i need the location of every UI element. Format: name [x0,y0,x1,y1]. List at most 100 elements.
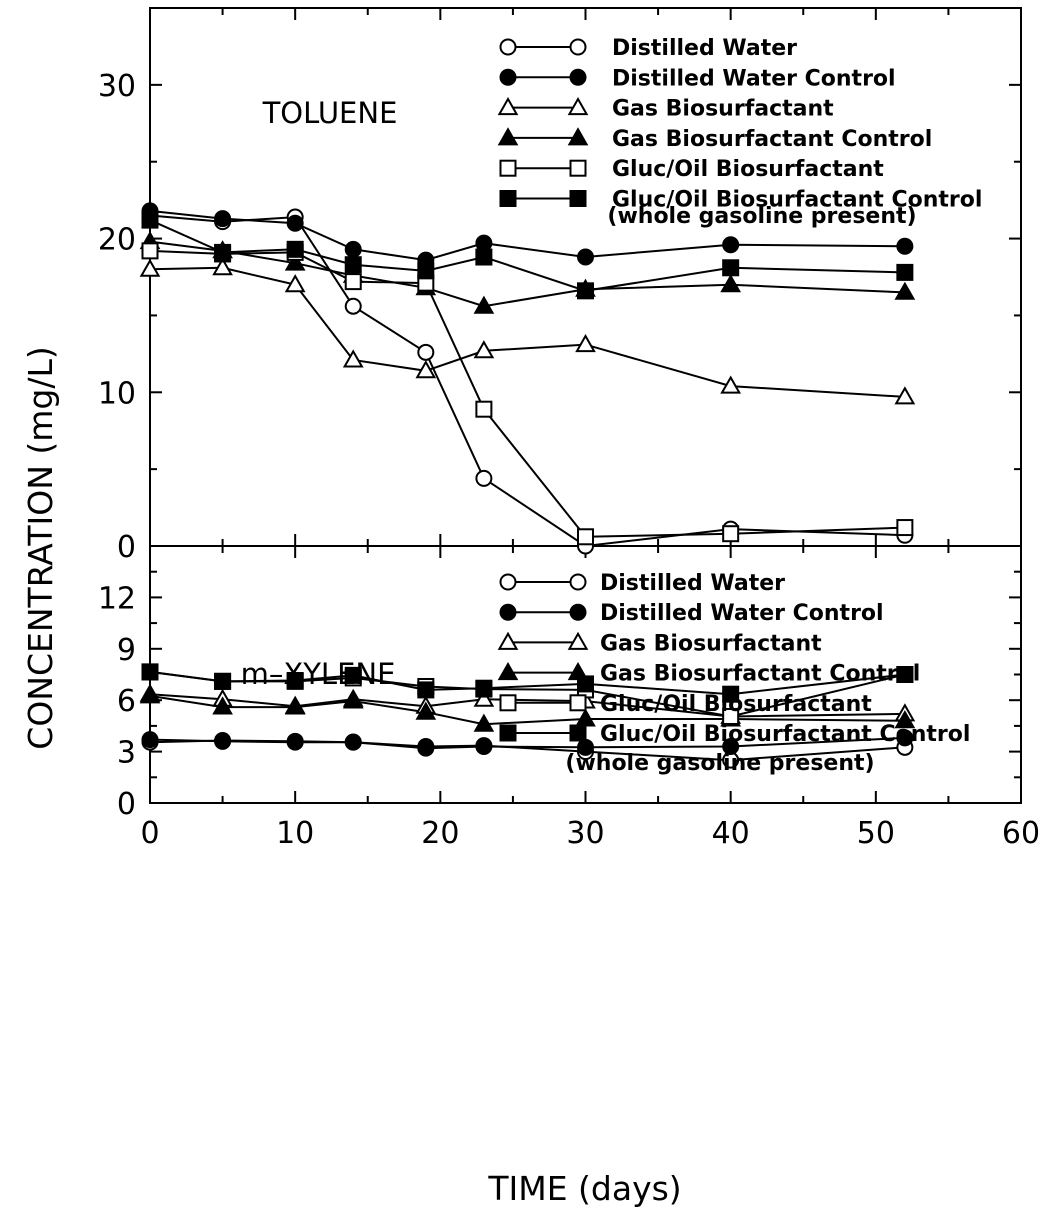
data-point-marker [344,256,362,274]
legend-marker [497,127,519,146]
legend-marker [499,159,517,177]
legend-label: Distilled Water [612,36,797,61]
legend-label: Gluc/Oil Biosurfactant [612,157,884,182]
data-point-marker [415,701,437,720]
legend-marker [497,96,519,116]
y-tick-label: 3 [117,736,136,771]
legend-label: Distilled Water Control [600,601,884,626]
x-tick-label: 60 [1002,816,1040,851]
legend-marker [569,694,587,712]
x-tick-label: 0 [140,816,159,851]
y-tick-label: 9 [117,633,136,668]
data-point-marker [475,737,493,755]
legend-marker [499,38,517,56]
data-point-marker [722,685,740,703]
data-point-marker [344,666,362,684]
legend-marker [499,190,517,207]
data-point-marker [896,729,914,747]
data-point-marker [284,696,306,715]
data-point-marker [139,258,161,277]
data-point-marker [214,243,232,261]
legend-label: Gluc/Oil Biosurfactant [600,692,872,717]
legend-marker [497,631,519,650]
legend-marker [569,38,587,56]
legend-marker [499,603,517,621]
data-point-marker [575,708,596,727]
data-point-marker [896,263,914,281]
data-point-marker [475,469,493,487]
data-point-marker [212,696,233,715]
data-point-marker [896,519,914,537]
data-point-marker [141,663,159,681]
legend-label: Gas Biosurfactant Control [612,127,932,152]
x-tick-label: 30 [566,816,604,851]
legend-marker [567,96,589,116]
data-point-marker [417,681,435,699]
legend-marker [569,68,587,86]
data-point-marker [141,211,159,229]
y-tick-label: 6 [117,684,136,719]
data-point-marker [212,257,233,276]
data-point-marker [720,375,742,394]
data-point-marker [344,733,362,751]
legend-marker [569,159,587,177]
legend-label: Gluc/Oil Biosurfactant Control [612,188,982,213]
data-point-marker [214,672,232,690]
data-point-marker [722,525,740,543]
data-point-marker [577,282,594,300]
data-point-marker [214,210,232,228]
legend-label: Distilled Water [600,571,785,596]
legend-marker [567,127,589,146]
data-point-marker [286,240,304,258]
legend-marker [569,724,587,742]
data-point-marker [894,281,916,300]
legend-label: Distilled Water Control [612,66,896,91]
x-tick-label: 40 [712,816,750,851]
legend-marker [499,68,517,86]
data-point-marker [417,739,435,757]
data-point-marker [722,737,740,755]
data-point-marker [475,248,493,266]
data-point-marker [473,340,495,359]
data-point-marker [577,528,594,546]
data-point-marker [896,666,914,683]
data-point-marker [475,400,493,418]
panel-title: TOLUENE [262,96,398,130]
data-point-marker [577,248,594,266]
data-point-marker [722,236,740,254]
series-line [149,219,905,292]
legend-marker [499,573,517,591]
y-tick-label: 0 [117,787,136,822]
legend-label: Gas Biosurfactant [600,631,822,656]
legend-label: Gas Biosurfactant [612,97,834,122]
legend-label: Gas Biosurfactant Control [600,662,920,687]
data-point-marker [475,234,493,252]
legend-note: (whole gasoline present) [565,751,874,776]
legend-marker [569,573,587,591]
y-tick-label: 30 [98,69,136,104]
series-line [149,214,905,548]
data-point-marker [141,731,159,749]
x-tick-label: 20 [421,816,459,851]
data-point-marker [286,671,304,689]
legend-label: Gluc/Oil Biosurfactant Control [600,722,970,747]
data-point-marker [473,295,495,314]
data-point-marker [214,732,232,750]
data-point-marker [342,690,364,709]
data-point-marker [575,333,596,353]
data-point-marker [417,343,435,361]
legend-marker [569,190,587,207]
data-point-marker [286,214,304,232]
data-point-marker [473,688,495,707]
data-point-marker [342,349,364,368]
y-axis-label: CONCENTRATION (mg/L) [21,346,60,749]
data-point-marker [344,240,362,258]
data-point-marker [284,252,306,271]
data-point-marker [896,237,914,255]
data-point-marker [894,386,916,405]
legend-marker [499,724,517,742]
legend-marker [567,631,589,650]
y-tick-label: 0 [117,530,136,565]
data-point-marker [344,297,362,315]
